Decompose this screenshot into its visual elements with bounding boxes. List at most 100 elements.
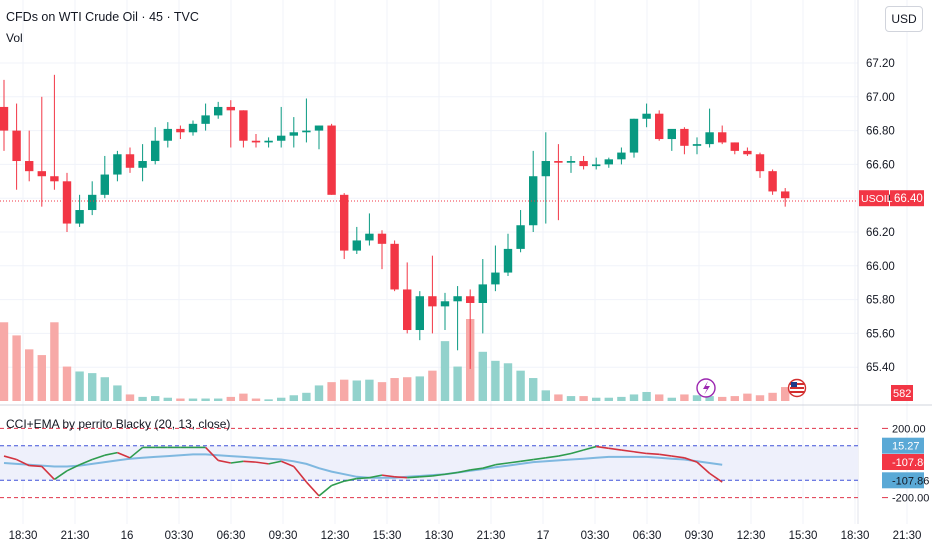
candle-body (781, 191, 790, 199)
volume-bar (302, 392, 311, 401)
candle-body (327, 125, 336, 195)
time-axis-label: 12:30 (737, 530, 766, 542)
volume-bar (125, 394, 135, 401)
volume-bar (655, 394, 664, 401)
candle-body (768, 171, 777, 192)
volume-bar (428, 370, 437, 401)
cci-line-segment (482, 463, 496, 469)
candle-body (491, 272, 500, 285)
candle-body (529, 176, 538, 226)
cci-line-segment (570, 449, 584, 455)
time-axis: 18:30 21:30 16 03:30 06:30 09:30 12:30 15:30 18:… (9, 530, 922, 542)
time-axis-label: 06:30 (217, 530, 246, 542)
volume-bars (0, 319, 790, 401)
candle-body (201, 115, 210, 124)
candle-body (37, 171, 46, 177)
volume-legend[interactable]: Vol (6, 31, 23, 45)
candle-body (176, 128, 185, 133)
last-price-badge (890, 190, 924, 207)
time-axis-label: 15:30 (373, 530, 402, 542)
candle-body (503, 248, 513, 273)
time-axis-label: 21:30 (61, 530, 90, 542)
volume-bar (617, 396, 626, 401)
candle-body (466, 296, 475, 303)
indicator-axis-badge (882, 454, 924, 470)
candlesticks (0, 74, 790, 369)
cci-line-segment (646, 452, 660, 456)
candle-body (579, 161, 588, 167)
candle-body (25, 161, 34, 172)
price-axis-label: 65.80 (866, 295, 895, 307)
cci-line-segment (444, 471, 458, 476)
candle-body (12, 130, 21, 162)
indicator-legend[interactable]: CCI+EMA by perrito Blacky (20, 13, close… (6, 417, 231, 431)
price-axis-label: 67.00 (866, 92, 895, 104)
indicator-axis-badge (882, 472, 924, 489)
volume-bar (667, 397, 676, 401)
volume-bar (277, 397, 286, 401)
cci-line-segment (659, 453, 672, 457)
cci-line-segment (684, 457, 698, 463)
volume-bar (453, 366, 462, 401)
candle-body (289, 132, 298, 136)
cci-line-segment (280, 460, 295, 468)
volume-bar (781, 387, 790, 401)
volume-bar (730, 396, 739, 401)
candle-body (251, 140, 261, 143)
cci-line-segment (545, 455, 559, 459)
candle-body (516, 225, 525, 249)
volume-bar (62, 366, 72, 401)
volume-bar (188, 398, 198, 401)
volume-bar (163, 397, 172, 401)
volume-bar (516, 370, 525, 401)
candle-body (113, 154, 122, 175)
volume-bar (642, 391, 651, 401)
volume-bar (25, 349, 34, 401)
cci-line-segment (79, 458, 93, 466)
cci-line-segment (558, 452, 572, 457)
candle-body (604, 159, 613, 165)
cci-line-segment (331, 480, 345, 487)
time-axis-label: 16 (121, 530, 134, 542)
time-axis-label: 09:30 (685, 530, 714, 542)
candle-body (718, 132, 727, 143)
indicator-axis-label: 200.00 (892, 423, 926, 435)
volume-bar (352, 380, 361, 401)
us-flag-icon[interactable] (787, 378, 807, 398)
volume-bar (12, 335, 21, 401)
volume-bar (604, 397, 613, 401)
symbol-badge (859, 190, 889, 207)
candle-body (415, 296, 424, 331)
cci-line-segment (230, 460, 244, 464)
cci-line-segment (41, 465, 55, 480)
candle-body (302, 130, 311, 133)
candle-body (440, 301, 450, 307)
price-axis: 67.20 67.00 66.80 66.60 66.40 66.20 66.00 65.80… (859, 58, 924, 401)
volume-bar (340, 379, 349, 401)
candle-body (730, 142, 739, 151)
volume-bar (541, 390, 550, 401)
volume-bar (314, 385, 324, 401)
volume-bar (491, 360, 500, 401)
volume-bar (100, 377, 109, 401)
price-axis-label: 65.40 (866, 362, 895, 374)
symbol-title[interactable]: CFDs on WTI Crude Oil · 45 · TVC (6, 10, 199, 24)
time-axis-label: 18:30 (9, 530, 38, 542)
currency-button[interactable]: USD (885, 6, 923, 32)
volume-bar (113, 385, 122, 401)
candle-body (705, 132, 714, 145)
candle-body (314, 125, 324, 131)
candle-body (163, 128, 172, 141)
event-lightning-icon[interactable] (696, 378, 716, 398)
indicator-axis-label: -107.86 (892, 475, 929, 487)
time-axis-label: 03:30 (165, 530, 194, 542)
cci-line-segment (3, 455, 17, 461)
candle-body (125, 154, 135, 168)
volume-bar (503, 363, 513, 401)
time-axis-label: 18:30 (425, 530, 454, 542)
cci-line-segment (91, 454, 106, 461)
time-axis-label: 18:30 (841, 530, 870, 542)
cci-line-segment (419, 475, 433, 478)
candle-body (478, 284, 487, 303)
